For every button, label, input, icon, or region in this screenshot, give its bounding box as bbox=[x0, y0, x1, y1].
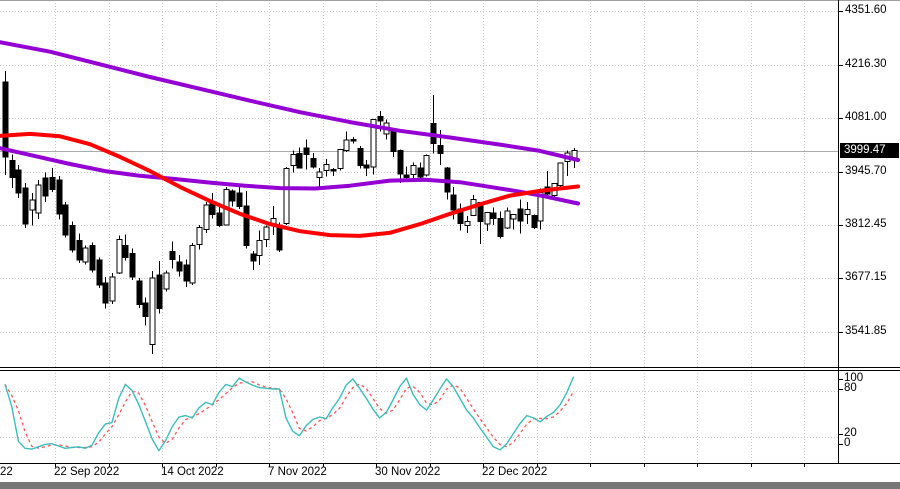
fast-ma-red bbox=[0, 131, 580, 238]
slow-ma-purple bbox=[0, 40, 580, 162]
stochastic-main-line bbox=[4, 376, 575, 452]
gridlines-layer bbox=[0, 0, 838, 462]
price-tick-label: 3541.85 bbox=[845, 325, 887, 337]
moving-averages-layer bbox=[0, 40, 580, 238]
date-tick-label: 7 Nov 2022 bbox=[268, 466, 327, 478]
stochastic-signal-line bbox=[4, 381, 575, 449]
price-tick-label: 3945.70 bbox=[845, 165, 887, 177]
stoch-tick-label: 80 bbox=[844, 382, 857, 394]
price-tick-label: 4216.30 bbox=[845, 58, 887, 70]
stoch-tick-label: 0 bbox=[844, 437, 851, 449]
price-tick-label: 4081.00 bbox=[845, 111, 887, 123]
stoch-tick-label: 20 bbox=[844, 427, 857, 439]
window-bottom-edge bbox=[0, 482, 900, 489]
price-tick-label: 3812.45 bbox=[845, 218, 887, 230]
price-tick-label: 4351.60 bbox=[845, 4, 887, 16]
medium-ma-purple bbox=[0, 146, 580, 206]
current-price-box: 3999.47 bbox=[840, 143, 899, 158]
date-tick-label: 22 bbox=[0, 466, 13, 478]
date-tick-label: 22 Sep 2022 bbox=[54, 466, 120, 478]
candlesticks-layer bbox=[2, 71, 578, 355]
stochastic-lines-layer bbox=[4, 376, 575, 452]
date-tick-label: 30 Nov 2022 bbox=[375, 466, 441, 478]
current-price-value: 3999.47 bbox=[844, 144, 886, 156]
axes-borders-layer bbox=[0, 0, 900, 467]
stoch-tick-label: 100 bbox=[844, 372, 864, 384]
price-tick-label: 3677.15 bbox=[845, 271, 887, 283]
date-tick-label: 22 Dec 2022 bbox=[482, 466, 548, 478]
date-tick-label: 14 Oct 2022 bbox=[161, 466, 224, 478]
